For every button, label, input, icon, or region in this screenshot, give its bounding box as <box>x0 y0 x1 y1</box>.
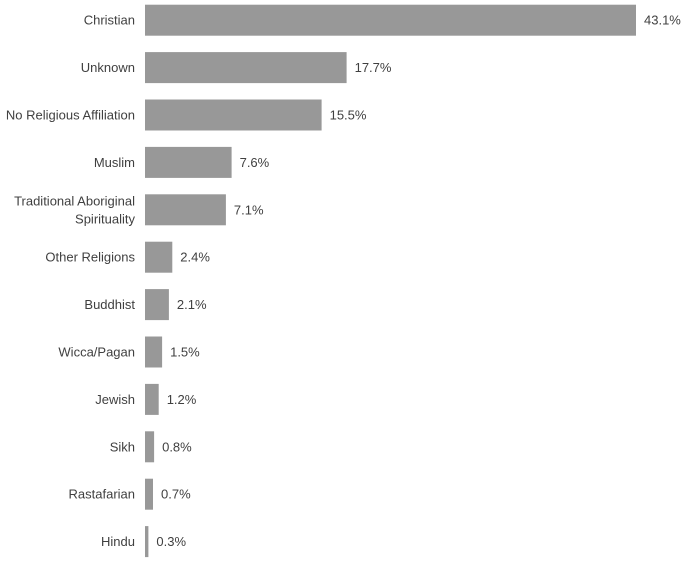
bar-wicca-pagan <box>145 336 163 368</box>
value-label-no-religious-affiliation: 15.5% <box>330 108 367 123</box>
value-label-christian: 43.1% <box>644 13 681 28</box>
value-label-rastafarian: 0.7% <box>161 487 191 502</box>
category-label-christian: Christian <box>84 13 135 28</box>
value-label-hindu: 0.3% <box>156 534 186 549</box>
category-label-line: Traditional Aboriginal <box>14 193 135 208</box>
value-labels-layer: 43.1% 17.7% 15.5% 7.6% 7.1% 2.4% 2.1% 1.5% 1.2% 0… <box>156 13 681 549</box>
category-label-muslim: Muslim <box>94 155 135 170</box>
category-label-line: Other Religions <box>45 250 135 265</box>
category-label-line: Unknown <box>81 60 135 75</box>
category-label-line: Wicca/Pagan <box>58 345 135 360</box>
bars-layer <box>145 4 636 558</box>
value-label-sikh: 0.8% <box>162 439 192 454</box>
category-label-line: Muslim <box>94 155 135 170</box>
bar-no-religious-affiliation <box>145 99 322 131</box>
category-label-line: Buddhist <box>84 297 135 312</box>
category-label-line: Hindu <box>101 534 135 549</box>
bar-jewish <box>145 383 159 415</box>
bar-hindu <box>145 526 149 558</box>
category-label-line: Spirituality <box>75 211 135 226</box>
bar-traditional-aboriginal-spirituality <box>145 194 226 226</box>
category-label-buddhist: Buddhist <box>84 297 135 312</box>
category-label-line: Sikh <box>110 439 135 454</box>
category-label-rastafarian: Rastafarian <box>69 487 135 502</box>
value-label-wicca-pagan: 1.5% <box>170 345 200 360</box>
category-label-traditional-aboriginal-spirituality: Traditional Aboriginal Spirituality <box>14 193 135 226</box>
bar-unknown <box>145 52 347 84</box>
value-label-traditional-aboriginal-spirituality: 7.1% <box>234 202 264 217</box>
category-label-unknown: Unknown <box>81 60 135 75</box>
category-label-wicca-pagan: Wicca/Pagan <box>58 345 135 360</box>
category-label-line: Rastafarian <box>69 487 135 502</box>
value-label-other-religions: 2.4% <box>180 250 210 265</box>
category-label-line: No Religious Affiliation <box>6 108 135 123</box>
value-label-muslim: 7.6% <box>240 155 270 170</box>
value-label-unknown: 17.7% <box>355 60 392 75</box>
value-label-buddhist: 2.1% <box>177 297 207 312</box>
category-label-line: Christian <box>84 13 135 28</box>
category-label-hindu: Hindu <box>101 534 135 549</box>
bar-muslim <box>145 146 232 178</box>
bar-rastafarian <box>145 478 153 510</box>
value-label-jewish: 1.2% <box>167 392 197 407</box>
bar-christian <box>145 4 636 36</box>
category-labels-layer: Christian Unknown No Religious Affiliation… <box>6 13 136 549</box>
bar-sikh <box>145 431 155 463</box>
bar-other-religions <box>145 241 173 273</box>
category-label-other-religions: Other Religions <box>45 250 135 265</box>
category-label-sikh: Sikh <box>110 439 135 454</box>
bar-buddhist <box>145 289 169 321</box>
category-label-line: Jewish <box>95 392 135 407</box>
category-label-no-religious-affiliation: No Religious Affiliation <box>6 108 135 123</box>
category-label-jewish: Jewish <box>95 392 135 407</box>
